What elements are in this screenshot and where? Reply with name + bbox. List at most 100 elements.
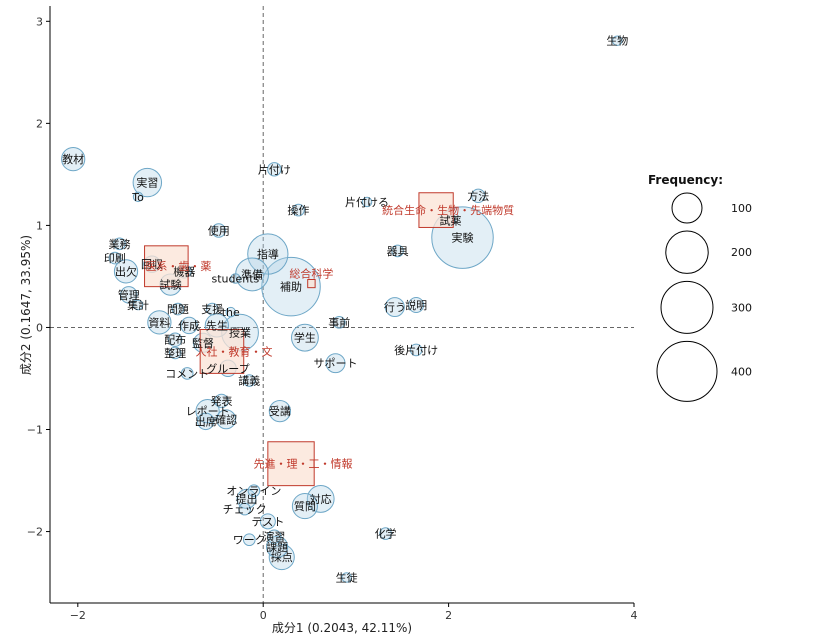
- bubble-質問: [291, 493, 318, 520]
- bubble-対応: [306, 484, 335, 513]
- point-label: 後片付け: [394, 343, 438, 357]
- bubble-集計: [132, 299, 144, 311]
- point-label: 先生: [206, 318, 228, 332]
- point-label: レポート: [186, 405, 230, 418]
- group-box-人社・教育・文: [199, 329, 245, 374]
- bubble-事前: [332, 316, 346, 329]
- point-label: 講義: [238, 374, 260, 388]
- group-label: 先進・理・工・情報: [254, 458, 353, 471]
- point-label: サポート: [314, 357, 358, 370]
- point-label: 指導: [257, 247, 279, 261]
- bubble-片付け: [267, 162, 282, 177]
- point-label: 演習: [263, 530, 285, 544]
- point-label: 出席: [195, 414, 217, 428]
- bubble-方法: [471, 188, 486, 204]
- bubble-生物: [612, 35, 623, 46]
- y-tick-label: 1: [36, 219, 43, 232]
- point-label: 発表: [210, 394, 232, 408]
- point-label: 生徒: [336, 570, 358, 584]
- legend-circle: [656, 340, 718, 402]
- point-label: コメント: [165, 367, 209, 380]
- bubble-受講: [268, 400, 291, 423]
- point-label: チェック: [223, 503, 267, 516]
- point-label: 提出: [236, 492, 258, 506]
- point-label: 対応: [310, 492, 332, 506]
- bubble-操作: [292, 203, 305, 217]
- bubble-出欠: [113, 259, 139, 284]
- bubble-生徒: [341, 572, 352, 583]
- point-label: 受講: [269, 404, 291, 418]
- bubble-students: [230, 273, 241, 284]
- point-label: 試験: [160, 278, 182, 292]
- point-label: 補助: [280, 280, 302, 294]
- point-label: 集計: [127, 298, 149, 312]
- axes: −2 0 2 4 −2 −1 0 1 2 3: [27, 6, 638, 622]
- bubble-準備: [235, 257, 270, 292]
- point-label: 使用: [208, 225, 230, 238]
- point-label: 採点: [271, 550, 293, 564]
- point-label: 準備: [241, 267, 263, 281]
- group-box-統合生命・生物・先端物質: [418, 192, 454, 228]
- point-label: 支援: [201, 302, 223, 316]
- legend-label: 300: [731, 301, 752, 314]
- point-label: 業務: [109, 237, 131, 251]
- point-label: 器具: [387, 245, 409, 258]
- legend-circle: [671, 192, 703, 224]
- bubble-使用: [211, 223, 226, 238]
- point-label: 質問: [294, 499, 316, 513]
- point-label: オンライン: [226, 485, 281, 498]
- point-label: 印刷: [104, 252, 126, 265]
- bubble-後片付け: [409, 343, 423, 357]
- bubble-ワーク: [242, 533, 256, 547]
- y-axis-label: 成分2 (0.1647, 33.95%): [19, 235, 33, 375]
- point-label: 事前: [328, 315, 350, 329]
- point-label: 問題: [167, 303, 189, 316]
- bubble-作成: [180, 316, 198, 335]
- point-label: 管理: [118, 288, 140, 302]
- group-label: 総合科学: [289, 266, 333, 280]
- point-label: 授業: [229, 326, 251, 340]
- point-label: テスト: [251, 515, 284, 528]
- point-label: 学生: [294, 331, 316, 345]
- point-label: 教材: [62, 152, 84, 166]
- bubble-管理: [120, 286, 138, 304]
- bubble-実習: [132, 167, 163, 198]
- x-tick-label: 0: [260, 609, 267, 622]
- legend: Frequency: 100 200 300 400: [648, 173, 752, 402]
- point-label: グループ: [206, 361, 249, 375]
- bubble-器具: [391, 244, 404, 258]
- x-axis-label: 成分1 (0.2043, 42.11%): [272, 621, 412, 635]
- bubble-コメント: [180, 367, 194, 380]
- point-label: 課題: [266, 540, 288, 554]
- legend-label: 100: [731, 202, 752, 215]
- point-label: 片付け: [258, 163, 291, 176]
- legend-circle: [660, 280, 714, 334]
- bubble-To: [132, 191, 144, 203]
- x-tick-label: 2: [445, 609, 452, 622]
- point-label: students: [212, 272, 260, 285]
- bubble-整理: [168, 346, 182, 360]
- bubble-サポート: [325, 353, 346, 374]
- legend-title: Frequency:: [648, 173, 723, 187]
- bubble-課題: [266, 535, 289, 558]
- bubble-片付ける: [361, 196, 373, 208]
- bubble-資料: [147, 310, 172, 335]
- bubble-講義: [242, 374, 256, 387]
- point-label: 確認: [215, 412, 237, 426]
- y-tick-label: 2: [36, 117, 43, 130]
- bubble-行う: [384, 297, 405, 318]
- bubble-出席: [197, 412, 215, 431]
- bubble-指導: [247, 233, 289, 275]
- point-label: 化学: [375, 527, 397, 541]
- group-markers-layer: [144, 192, 454, 487]
- bubble-問題: [171, 302, 185, 316]
- point-label: the: [222, 306, 240, 319]
- bubble-教材: [61, 146, 86, 172]
- bubble-演習: [267, 529, 282, 544]
- point-label: 実験: [452, 231, 474, 245]
- point-label: 片付ける: [345, 196, 389, 209]
- bubble-オンライン: [247, 484, 261, 498]
- bubble-レポート: [195, 399, 220, 424]
